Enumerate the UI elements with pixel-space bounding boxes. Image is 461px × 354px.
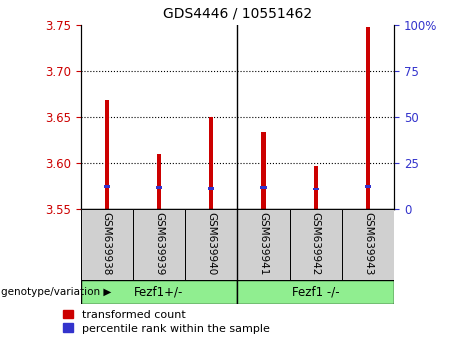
Bar: [133, 209, 185, 280]
Text: GSM639943: GSM639943: [363, 212, 373, 276]
Bar: [237, 280, 394, 304]
Text: Fezf1 -/-: Fezf1 -/-: [292, 286, 340, 298]
Text: genotype/variation ▶: genotype/variation ▶: [1, 287, 111, 297]
Bar: [237, 209, 290, 280]
Legend: transformed count, percentile rank within the sample: transformed count, percentile rank withi…: [63, 310, 270, 333]
Bar: [105, 100, 109, 209]
Bar: [260, 186, 266, 189]
Bar: [313, 166, 318, 209]
Bar: [209, 117, 213, 209]
Bar: [290, 209, 342, 280]
Text: GSM639942: GSM639942: [311, 212, 321, 276]
Bar: [366, 27, 370, 209]
Text: GSM639939: GSM639939: [154, 212, 164, 276]
Title: GDS4446 / 10551462: GDS4446 / 10551462: [163, 7, 312, 21]
Text: Fezf1+/-: Fezf1+/-: [134, 286, 184, 298]
Bar: [104, 185, 110, 188]
Text: GSM639940: GSM639940: [206, 212, 216, 276]
Text: GSM639941: GSM639941: [259, 212, 269, 276]
Bar: [157, 154, 161, 209]
Text: GSM639938: GSM639938: [102, 212, 112, 276]
Bar: [156, 186, 162, 189]
Bar: [81, 280, 237, 304]
Bar: [261, 132, 266, 209]
Bar: [365, 185, 371, 188]
Bar: [208, 187, 214, 189]
Bar: [81, 209, 133, 280]
Bar: [313, 188, 319, 190]
Bar: [342, 209, 394, 280]
Bar: [185, 209, 237, 280]
